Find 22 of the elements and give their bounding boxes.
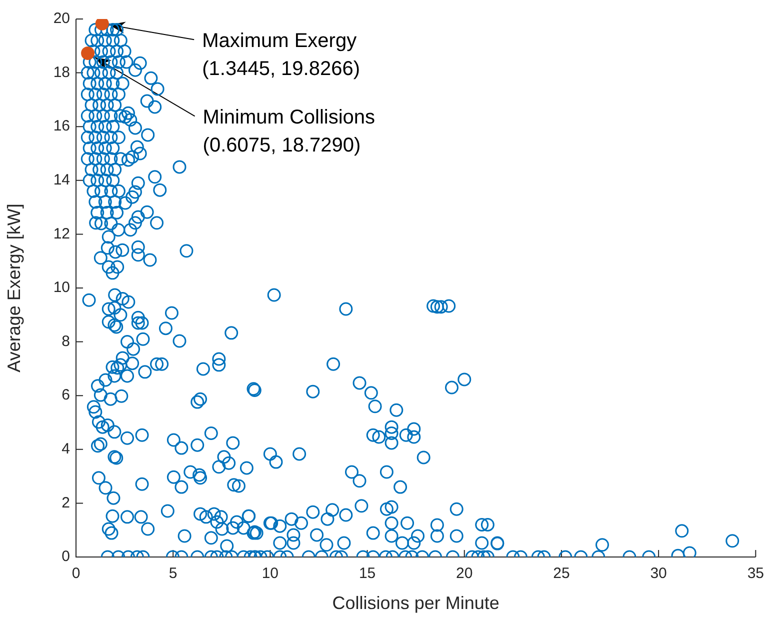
y-axis-title: Average Exergy [kW] [4,204,24,372]
y-tick-label: 2 [62,494,70,512]
x-tick-label: 30 [650,565,667,582]
y-tick-label: 6 [62,386,70,404]
y-tick-label: 18 [53,64,70,81]
y-tick-label: 10 [53,279,70,296]
y-tick-label: 20 [53,10,70,28]
x-tick-label: 10 [262,565,279,582]
y-tick-label: 16 [53,118,70,135]
y-tick-label: 4 [62,440,70,458]
x-tick-label: 25 [553,565,570,582]
y-tick-label: 8 [62,332,70,350]
x-tick-label: 20 [456,565,473,582]
y-tick-label: 12 [53,225,70,242]
x-tick-label: 35 [747,565,764,582]
annotation: Maximum Exergy (1.3445, 19.8266) [202,30,360,80]
x-tick-label: 5 [168,565,178,582]
x-tick-label: 15 [358,565,376,582]
y-tick-label: 0 [62,548,70,566]
annotation: Minimum Collisions (0.6075, 18.7290) [202,106,376,157]
x-axis-title: Collisions per Minute [332,593,500,614]
y-tick-label: 14 [53,172,70,189]
